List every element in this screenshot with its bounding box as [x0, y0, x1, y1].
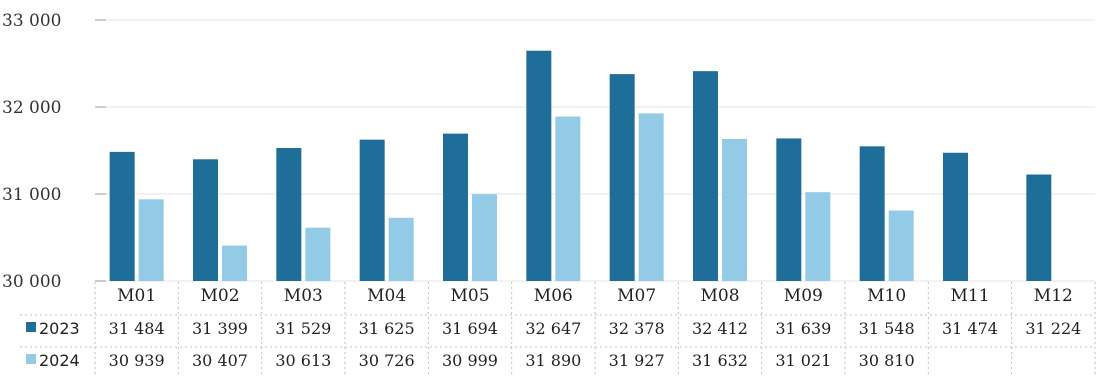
data-label-2023-M12: 31 224	[1025, 319, 1081, 338]
bar-2024-M07	[638, 113, 664, 281]
bar-2023-M03	[276, 147, 302, 281]
bar-2023-M01	[109, 151, 135, 281]
y-axis-ticks: 30 000 31 000 32 000 33 000	[2, 11, 106, 292]
category-label: M02	[200, 286, 239, 306]
bar-2023-M06	[526, 50, 552, 281]
data-label-2024-M02: 30 407	[192, 351, 248, 370]
data-table: M01 M02 M03 M04 M05 M06 M07 M08 M09 M10 M11 M12 2023…	[20, 282, 1096, 374]
bar-2023-M07	[609, 74, 635, 281]
grid-lines	[95, 19, 1095, 282]
category-label: M01	[117, 286, 156, 306]
bar-2023-M04	[359, 139, 385, 281]
data-label-2023-M04: 31 625	[359, 319, 415, 338]
data-label-2023-M08: 32 412	[692, 319, 748, 338]
data-label-2024-M06: 31 890	[525, 351, 581, 370]
legend-swatch-2024	[26, 354, 36, 364]
category-label: M11	[950, 286, 989, 306]
bar-2024-M05	[472, 194, 497, 281]
bar-2024-M08	[722, 139, 747, 281]
data-label-2023-M07: 32 378	[609, 319, 665, 338]
y-tick-label: 32 000	[2, 98, 61, 118]
data-label-2023-M03: 31 529	[275, 319, 331, 338]
bar-2023-M11	[943, 152, 968, 281]
data-label-2024-M09: 31 021	[775, 351, 831, 370]
data-label-2024-M01: 30 939	[109, 351, 165, 370]
category-label: M05	[450, 286, 489, 306]
category-label: M03	[284, 286, 323, 306]
bar-2023-M08	[693, 71, 718, 281]
bar-2023-M12	[1026, 174, 1052, 281]
y-tick-label: 33 000	[2, 11, 61, 31]
data-label-2024-M04: 30 726	[359, 351, 415, 370]
category-label: M07	[617, 286, 656, 306]
bar-2023-M05	[443, 133, 468, 281]
bar-2023-M10	[859, 146, 885, 281]
data-label-2024-M08: 31 632	[692, 351, 748, 370]
data-label-2024-M03: 30 613	[275, 351, 331, 370]
data-label-2023-M06: 32 647	[525, 319, 581, 338]
data-label-2024-M05: 30 999	[442, 351, 498, 370]
data-label-2024-M07: 31 927	[609, 351, 665, 370]
bar-2024-M02	[222, 245, 247, 281]
category-label: M12	[1034, 286, 1073, 306]
data-label-2023-M10: 31 548	[859, 319, 915, 338]
category-label: M10	[867, 286, 906, 306]
data-label-2023-M01: 31 484	[109, 319, 165, 338]
bar-2024-M10	[888, 210, 914, 281]
bar-2024-M03	[305, 227, 331, 281]
bar-2024-M04	[388, 217, 414, 281]
data-label-2023-M05: 31 694	[442, 319, 498, 338]
bar-2024-M09	[805, 192, 831, 281]
data-label-2023-M09: 31 639	[775, 319, 831, 338]
y-tick-label: 31 000	[2, 185, 61, 205]
bar-2023-M09	[776, 138, 802, 281]
category-label: M08	[700, 286, 739, 306]
data-label-2023-M02: 31 399	[192, 319, 248, 338]
y-tick-label: 30 000	[2, 272, 61, 292]
data-label-2023-M11: 31 474	[942, 319, 998, 338]
bars	[109, 50, 1052, 281]
bar-2024-M01	[138, 199, 164, 281]
bar-2023-M02	[193, 159, 218, 281]
category-label: M06	[534, 286, 573, 306]
category-label: M04	[367, 286, 406, 306]
category-label: M09	[784, 286, 823, 306]
legend-label-2023: 2023	[39, 319, 80, 338]
legend-label-2024: 2024	[39, 351, 80, 370]
data-label-2024-M10: 30 810	[859, 351, 915, 370]
legend-swatch-2023	[26, 322, 36, 332]
bar-2024-M06	[555, 116, 581, 281]
